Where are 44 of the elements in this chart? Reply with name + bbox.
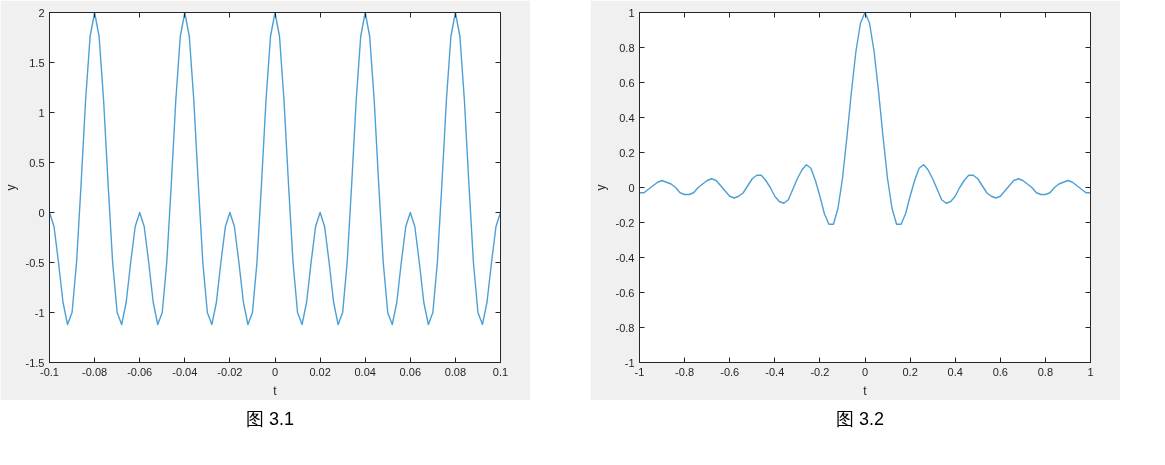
y-tick-label: 0 (628, 181, 635, 194)
x-tick-label: 0.02 (309, 365, 331, 378)
x-tick-label: 0.1 (492, 365, 509, 378)
y-tick-label: 0.2 (619, 146, 635, 159)
y-tick-label: 0.8 (619, 41, 635, 54)
x-tick-label: -0.04 (172, 365, 198, 378)
x-tick-label: -0.8 (675, 365, 695, 378)
caption: 图 3.2 (835, 408, 885, 431)
y-axis-title: y (3, 184, 18, 191)
x-tick-label: -0.6 (720, 365, 740, 378)
y-tick-label: 1.5 (29, 56, 45, 69)
y-tick-label: -0.2 (615, 216, 635, 229)
y-tick-label: 1 (38, 106, 45, 119)
y-tick-label: 2 (38, 6, 45, 19)
x-tick-label: 0.04 (354, 365, 376, 378)
x-tick-label: 0.6 (992, 365, 1008, 378)
y-axis-title: y (593, 184, 608, 191)
x-tick-label: -0.06 (127, 365, 153, 378)
y-tick-label: 0.4 (619, 111, 635, 124)
x-tick-label: 0 (861, 365, 869, 378)
x-tick-label: 0.4 (947, 365, 963, 378)
x-tick-label: -0.4 (765, 365, 785, 378)
x-tick-label: 0.08 (444, 365, 467, 378)
x-tick-label: 0 (271, 365, 279, 378)
x-tick-label: 1 (1087, 365, 1094, 378)
y-tick-label: -0.6 (615, 286, 635, 299)
x-tick-label: 0.06 (399, 365, 422, 378)
y-tick-label: 1 (628, 6, 635, 19)
y-tick-label: 0.6 (619, 76, 635, 89)
x-tick-label: 0.2 (902, 365, 918, 378)
x-axis-title: t (273, 383, 278, 398)
y-tick-label: -0.4 (615, 251, 635, 264)
x-axis-title: t (863, 383, 868, 398)
x-tick-label: -0.08 (82, 365, 108, 378)
x-tick-label: -0.02 (217, 365, 243, 378)
caption: 图 3.1 (245, 408, 295, 431)
x-tick-label: 0.8 (1037, 365, 1054, 378)
x-tick-label: -0.2 (810, 365, 830, 378)
y-tick-label: -1 (624, 356, 635, 369)
y-tick-label: -0.5 (25, 256, 45, 269)
y-tick-label: -0.8 (615, 321, 635, 334)
y-tick-label: -1 (34, 306, 45, 319)
y-tick-label: 0.5 (29, 156, 45, 169)
y-tick-label: 0 (38, 206, 45, 219)
